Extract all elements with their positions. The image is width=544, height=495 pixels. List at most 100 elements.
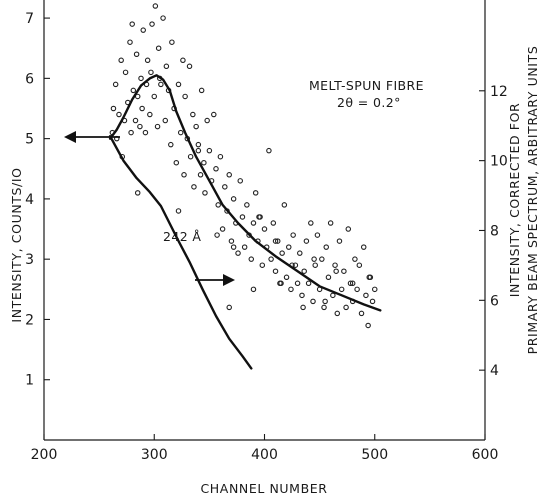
- data-point: [358, 310, 365, 317]
- data-point: [197, 172, 204, 178]
- data-point: [356, 262, 363, 268]
- data-point: [137, 123, 143, 130]
- data-point: [268, 256, 274, 262]
- data-point: [270, 220, 277, 226]
- curves: [108, 74, 382, 370]
- data-point: [130, 87, 137, 94]
- data-point: [336, 238, 343, 244]
- data-point: [274, 238, 281, 244]
- data-point: [305, 280, 312, 287]
- data-point: [181, 172, 187, 178]
- data-point: [321, 304, 327, 311]
- data-point: [142, 129, 149, 136]
- data-point: [290, 232, 296, 238]
- data-point: [352, 256, 358, 262]
- data-point: [360, 244, 367, 250]
- data-point: [116, 111, 122, 118]
- data-point: [112, 81, 119, 88]
- data-point: [325, 274, 332, 281]
- data-point: [297, 250, 303, 256]
- data-point: [204, 117, 210, 124]
- data-point: [248, 256, 255, 262]
- y-axis-label: INTENSITY, COUNTS/IO: [9, 167, 24, 322]
- data-point: [160, 15, 166, 21]
- fitted-intensity-curve: [108, 74, 382, 312]
- data-point: [182, 93, 188, 100]
- data-point: [201, 159, 207, 166]
- plot-frame: [43, 0, 486, 441]
- data-point: [122, 69, 129, 76]
- x-tick-label: 200: [31, 447, 58, 463]
- data-point: [148, 69, 154, 76]
- angle-label: 2θ = 0.2°: [337, 95, 401, 110]
- y2-tick-label: 8: [490, 223, 499, 239]
- y2-tick-label: 10: [490, 154, 508, 170]
- data-point: [341, 268, 347, 274]
- data-point: [278, 280, 284, 287]
- data-point: [371, 286, 378, 293]
- data-point: [152, 3, 159, 9]
- data-point: [343, 304, 349, 311]
- data-point: [288, 286, 294, 293]
- data-point: [312, 262, 318, 268]
- data-point: [127, 39, 133, 45]
- y-tick-label: 3: [25, 252, 34, 268]
- data-point: [311, 256, 317, 262]
- y-tick-label: 7: [25, 11, 34, 27]
- data-point: [132, 117, 139, 124]
- data-point: [308, 220, 314, 226]
- data-point: [244, 202, 250, 208]
- data-point: [191, 184, 197, 190]
- data-point: [213, 166, 219, 172]
- data-point: [154, 123, 161, 130]
- left-arrowhead: [64, 131, 76, 143]
- y2-axis-label-line2: PRIMARY BEAM SPECTRUM, ARBITRARY UNITS: [525, 46, 540, 355]
- data-point: [163, 63, 170, 70]
- data-point: [173, 159, 180, 166]
- data-point: [168, 141, 174, 148]
- data-point: [175, 208, 182, 214]
- arrows: [64, 131, 235, 286]
- x-axis-ticks: 200 300 400 500 600: [31, 434, 499, 463]
- data-point: [292, 262, 299, 268]
- data-point: [294, 280, 301, 287]
- data-point: [327, 220, 334, 226]
- data-point: [226, 304, 232, 311]
- data-point: [235, 250, 241, 256]
- data-point: [128, 129, 134, 136]
- data-point: [272, 238, 279, 244]
- y2-tick-label: 4: [490, 363, 499, 379]
- y-tick-label: 4: [25, 192, 34, 208]
- data-point: [230, 244, 237, 250]
- y-tick-label: 6: [25, 71, 34, 87]
- data-point: [110, 105, 117, 112]
- data-point: [226, 172, 232, 178]
- data-point: [158, 81, 164, 88]
- data-point: [144, 57, 151, 64]
- data-point: [241, 244, 248, 250]
- data-point: [149, 21, 155, 27]
- x-tick-label: 600: [472, 447, 499, 463]
- data-point: [363, 292, 369, 299]
- y2-axis-label-line1: INTENSITY, CORRECTED FOR: [507, 103, 522, 298]
- data-point: [147, 111, 153, 118]
- right-arrowhead: [223, 274, 235, 286]
- data-point: [151, 93, 158, 100]
- data-point: [217, 153, 224, 160]
- data-point: [118, 57, 124, 64]
- data-point: [140, 27, 146, 33]
- data-point: [332, 262, 338, 268]
- data-point: [139, 105, 145, 112]
- data-point: [279, 250, 285, 256]
- data-point: [303, 238, 310, 244]
- data-point: [349, 280, 356, 287]
- x-axis-label: CHANNEL NUMBER: [200, 481, 327, 495]
- data-point: [193, 123, 199, 130]
- data-point: [338, 286, 345, 293]
- data-point: [314, 232, 321, 238]
- data-point: [345, 226, 352, 232]
- scatter-points: [109, 3, 378, 329]
- data-point: [250, 220, 257, 226]
- data-point: [281, 202, 288, 208]
- spacing-label: 242 Å: [163, 229, 201, 244]
